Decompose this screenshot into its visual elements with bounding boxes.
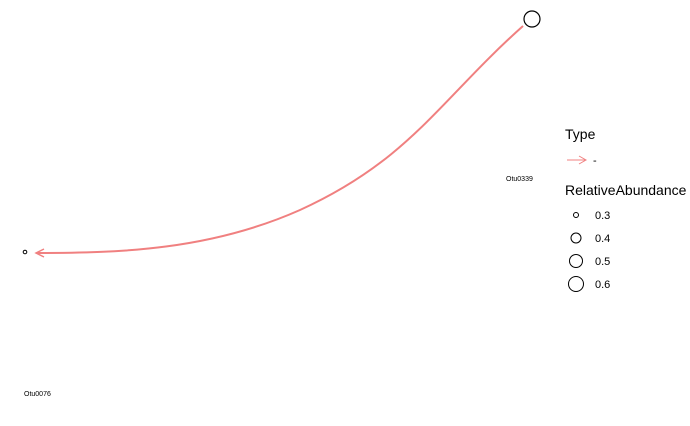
legend-size-label-0.4: 0.4 (595, 233, 610, 245)
legend-size-circle-0.6 (568, 276, 584, 292)
node-label-otu0076: Otu0076 (24, 391, 51, 398)
legend-size-circle-0.3 (573, 212, 579, 218)
edge-arrowhead (34, 248, 45, 258)
node-otu0076 (22, 249, 28, 255)
legend-size-label-0.5: 0.5 (595, 256, 610, 268)
legend-size-label-0.6: 0.6 (595, 279, 610, 291)
legend-size-label-0.3: 0.3 (595, 210, 610, 222)
edge-otu0339-otu0076 (36, 25, 524, 254)
legend-type: Type - (565, 126, 597, 167)
node-otu0339 (523, 10, 541, 28)
legend-size-circle-0.5 (569, 254, 583, 268)
legend-size-circle-0.4 (570, 232, 582, 244)
legend-size-title: RelativeAbundance (565, 182, 687, 198)
legend-type-title: Type (565, 126, 596, 142)
legend-relative-abundance: RelativeAbundance 0.3 0.4 0.5 0.6 (565, 182, 687, 292)
legend-type-label: - (593, 155, 597, 167)
node-label-otu0339: Otu0339 (506, 176, 533, 183)
legend-edge-arrowhead (578, 155, 588, 165)
